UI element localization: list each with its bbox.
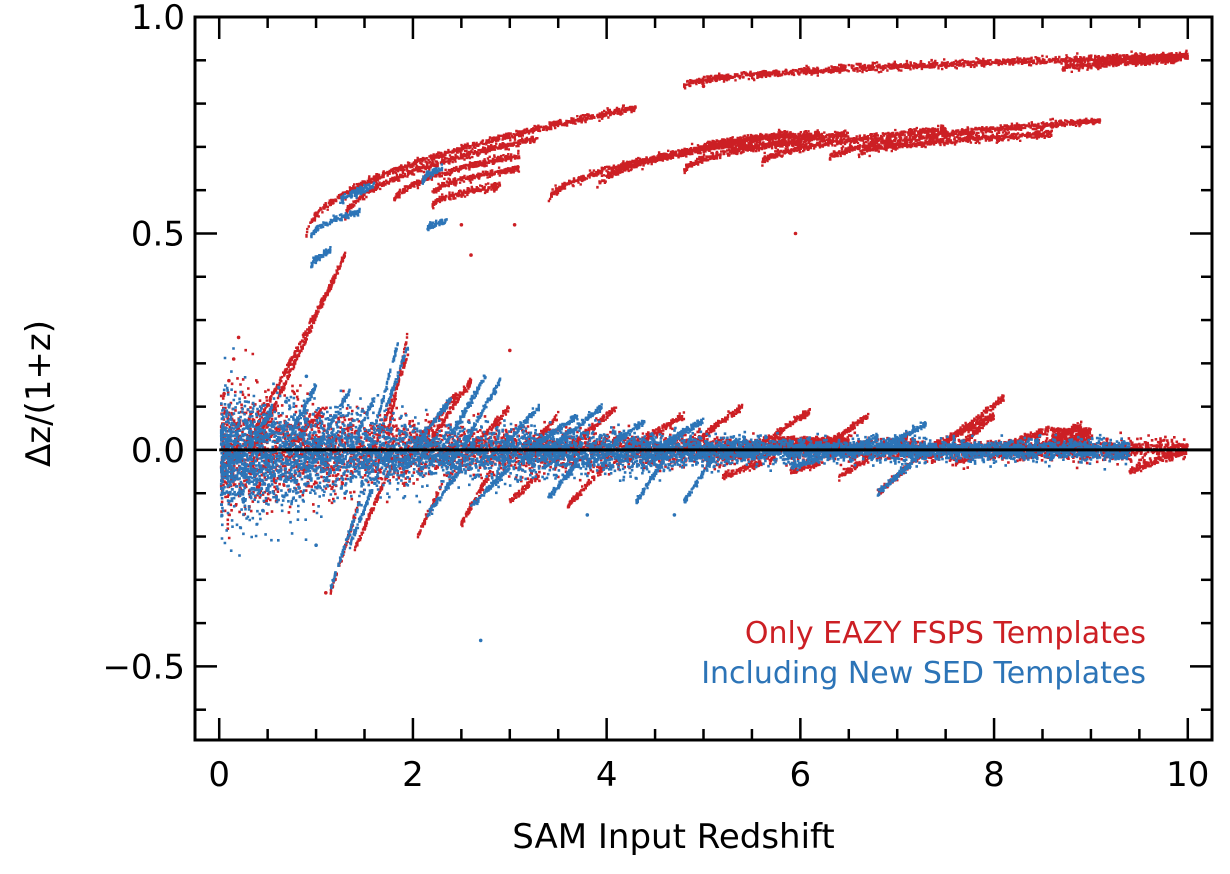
series-0-points xyxy=(219,49,1189,595)
series-1-outlier-point xyxy=(585,513,590,517)
y-tick-label: 0.0 xyxy=(131,431,185,471)
x-tick-label: 10 xyxy=(1166,755,1209,795)
series-1-outlier-point xyxy=(236,491,241,496)
x-tick-label: 2 xyxy=(402,755,424,795)
series-1-outlier-point xyxy=(314,543,318,547)
series-1-outlier-point xyxy=(304,374,309,379)
y-tick-label: −0.5 xyxy=(102,647,185,687)
series-0-outlier-point xyxy=(793,231,798,236)
y-tick-label: 1.0 xyxy=(131,0,185,38)
x-tick-label: 8 xyxy=(983,755,1005,795)
x-axis-title: SAM Input Redshift xyxy=(512,817,834,857)
y-tick-label: 0.5 xyxy=(131,214,185,254)
series-1-outlier-point xyxy=(261,508,265,513)
series-0-outlier-point xyxy=(459,223,464,227)
series-1-outlier-point xyxy=(343,491,347,496)
series-1-outlier-point xyxy=(241,500,246,504)
x-tick-label: 0 xyxy=(208,755,230,795)
series-0-outlier-point xyxy=(512,223,517,227)
series-0-outlier-point xyxy=(231,357,236,361)
series-1-outlier-point xyxy=(478,638,483,643)
series-0-cloud xyxy=(219,49,1189,595)
y-axis-title: Δz/(1+z) xyxy=(19,320,59,467)
tick-labels: 0 2 4 6 8 10 −0.5 0.0 0.5 1.0 xyxy=(102,0,1209,795)
legend-entry-new-sed: Including New SED Templates xyxy=(701,656,1146,691)
series-1-cloud xyxy=(219,163,1131,590)
x-tick-label: 6 xyxy=(790,755,812,795)
series-1-outlier-point xyxy=(672,513,677,517)
series-0-outlier-point xyxy=(324,591,328,595)
series-0-outlier-point xyxy=(469,253,473,257)
series-1-points xyxy=(219,163,1131,643)
series-0-outlier-point xyxy=(222,391,226,396)
x-tick-label: 4 xyxy=(596,755,618,795)
series-0-outlier-point xyxy=(701,84,706,89)
series-0-outlier-point xyxy=(236,335,241,340)
legend-entry-eazy-fsps: Only EAZY FSPS Templates xyxy=(745,616,1146,651)
series-0-outlier-point xyxy=(508,348,512,353)
legend: Only EAZY FSPS Templates Including New S… xyxy=(701,616,1146,691)
axis-ticks xyxy=(195,15,1212,740)
scatter-points xyxy=(219,49,1189,643)
series-0-outlier-point xyxy=(227,378,231,383)
